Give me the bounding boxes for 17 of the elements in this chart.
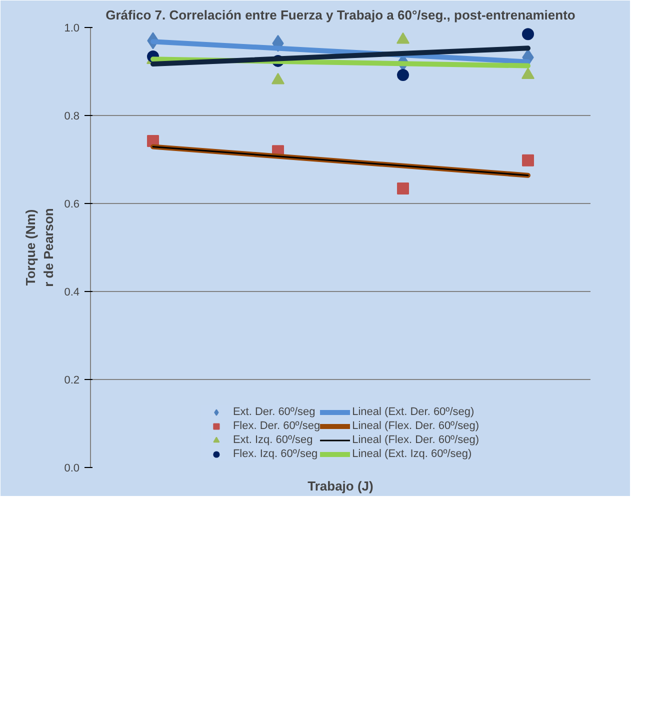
legend-label: Ext. Der. 60º/seg: [232, 405, 316, 419]
legend-label: Lineal (Ext. Izq. 60º/seg): [352, 447, 472, 461]
y-tick-label: 0.4: [64, 286, 80, 298]
legend-label: Lineal (Ext. Der. 60º/seg): [352, 405, 474, 419]
y-axis-title: Torque (Nm) r de Pearson: [23, 208, 56, 287]
y-tick-label: 0.0: [64, 462, 80, 474]
legend-label: Lineal (Flex. Der. 60º/seg): [352, 433, 480, 447]
chart-title: Gráfico 7. Correlación entre Fuerza y Trabajo a 60°/seg., post-entrenamiento: [106, 8, 576, 22]
legend-label: Flex. Izq. 60º/seg: [232, 447, 318, 461]
y-tick-label: 1.0: [64, 22, 80, 34]
x-axis-title: Trabajo (J): [308, 478, 374, 494]
legend-label: Ext. Izq. 60º/seg: [232, 433, 313, 447]
legend-label: Lineal (Flex. Der. 60º/seg): [352, 419, 480, 433]
y-tick-label: 0.6: [64, 198, 80, 210]
legend-label: Flex. Der. 60º/seg: [232, 419, 320, 433]
y-tick-label: 0.2: [64, 374, 80, 386]
y-tick-label: 0.8: [64, 110, 80, 122]
